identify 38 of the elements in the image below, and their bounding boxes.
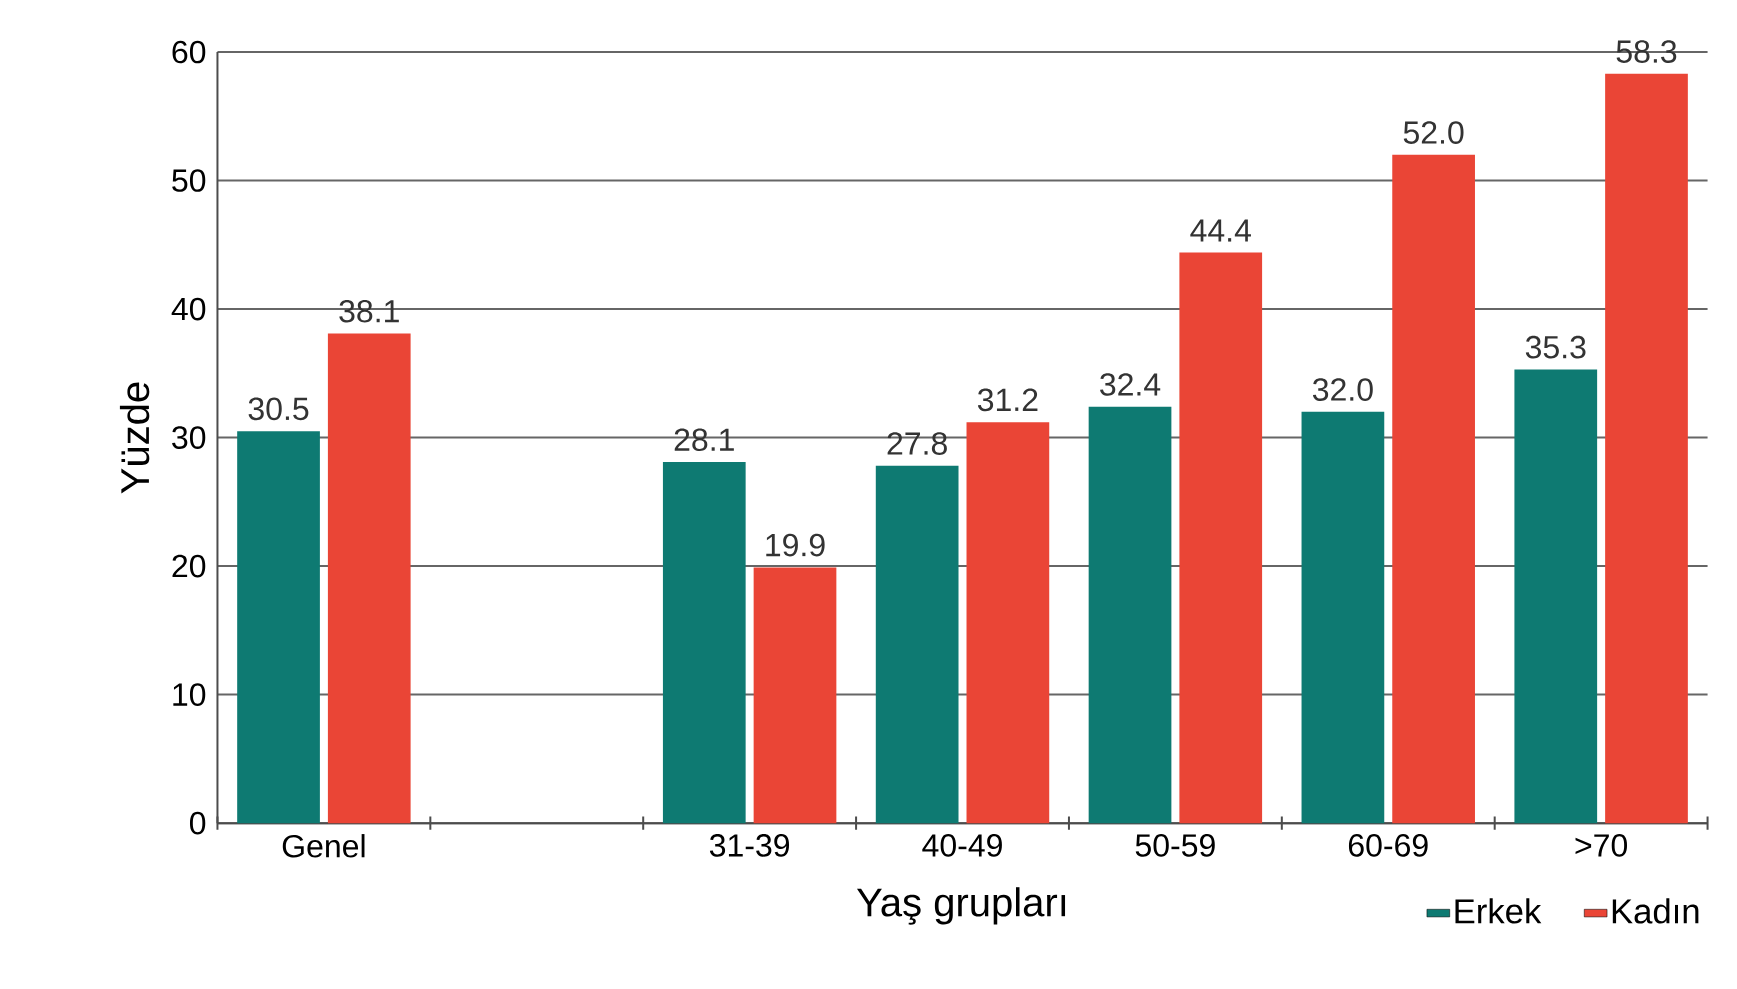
y-tick-label: 10 (173, 683, 206, 707)
x-tick-label: >70 (1575, 834, 1628, 857)
bar (1392, 155, 1475, 824)
y-tick-label: 30 (172, 426, 206, 450)
data-label: 19.9 (766, 534, 825, 557)
bar (966, 422, 1050, 824)
y-tick-label: 0 (189, 812, 206, 835)
bar (327, 333, 411, 824)
x-tick-label: 50-59 (1135, 834, 1215, 857)
y-tick-label: 40 (171, 297, 206, 321)
bar (875, 466, 959, 824)
x-tick-label: 60-69 (1348, 834, 1428, 857)
x-tick-label: 40-49 (922, 834, 1002, 857)
y-tick-label: 50 (172, 169, 206, 193)
data-label: 32.4 (1100, 373, 1161, 397)
data-label: 44.4 (1190, 219, 1251, 242)
y-axis-title: Yüzde (119, 382, 150, 494)
bar (1301, 412, 1385, 824)
x-axis-title: Yaş grupları (856, 887, 1066, 925)
data-label: 52.0 (1403, 121, 1464, 145)
data-label: 32.0 (1312, 378, 1373, 402)
legend-label: Erkek (1455, 898, 1542, 924)
bar (753, 567, 837, 824)
data-label: 31.2 (977, 388, 1038, 412)
data-label: 35.3 (1525, 336, 1586, 359)
x-tick-label: 31-39 (709, 834, 790, 857)
data-label: 27.8 (887, 432, 947, 456)
bar (1514, 369, 1598, 824)
y-tick-label: 60 (172, 40, 206, 64)
bar (237, 431, 320, 824)
bar (1179, 252, 1263, 824)
bar (1605, 74, 1688, 824)
legend-label: Kadın (1612, 898, 1699, 924)
x-tick-label: Genel (282, 834, 365, 858)
bar (1088, 406, 1172, 824)
data-label: 30.5 (248, 397, 309, 421)
bar (662, 462, 746, 824)
y-tick-label: 20 (172, 554, 206, 578)
